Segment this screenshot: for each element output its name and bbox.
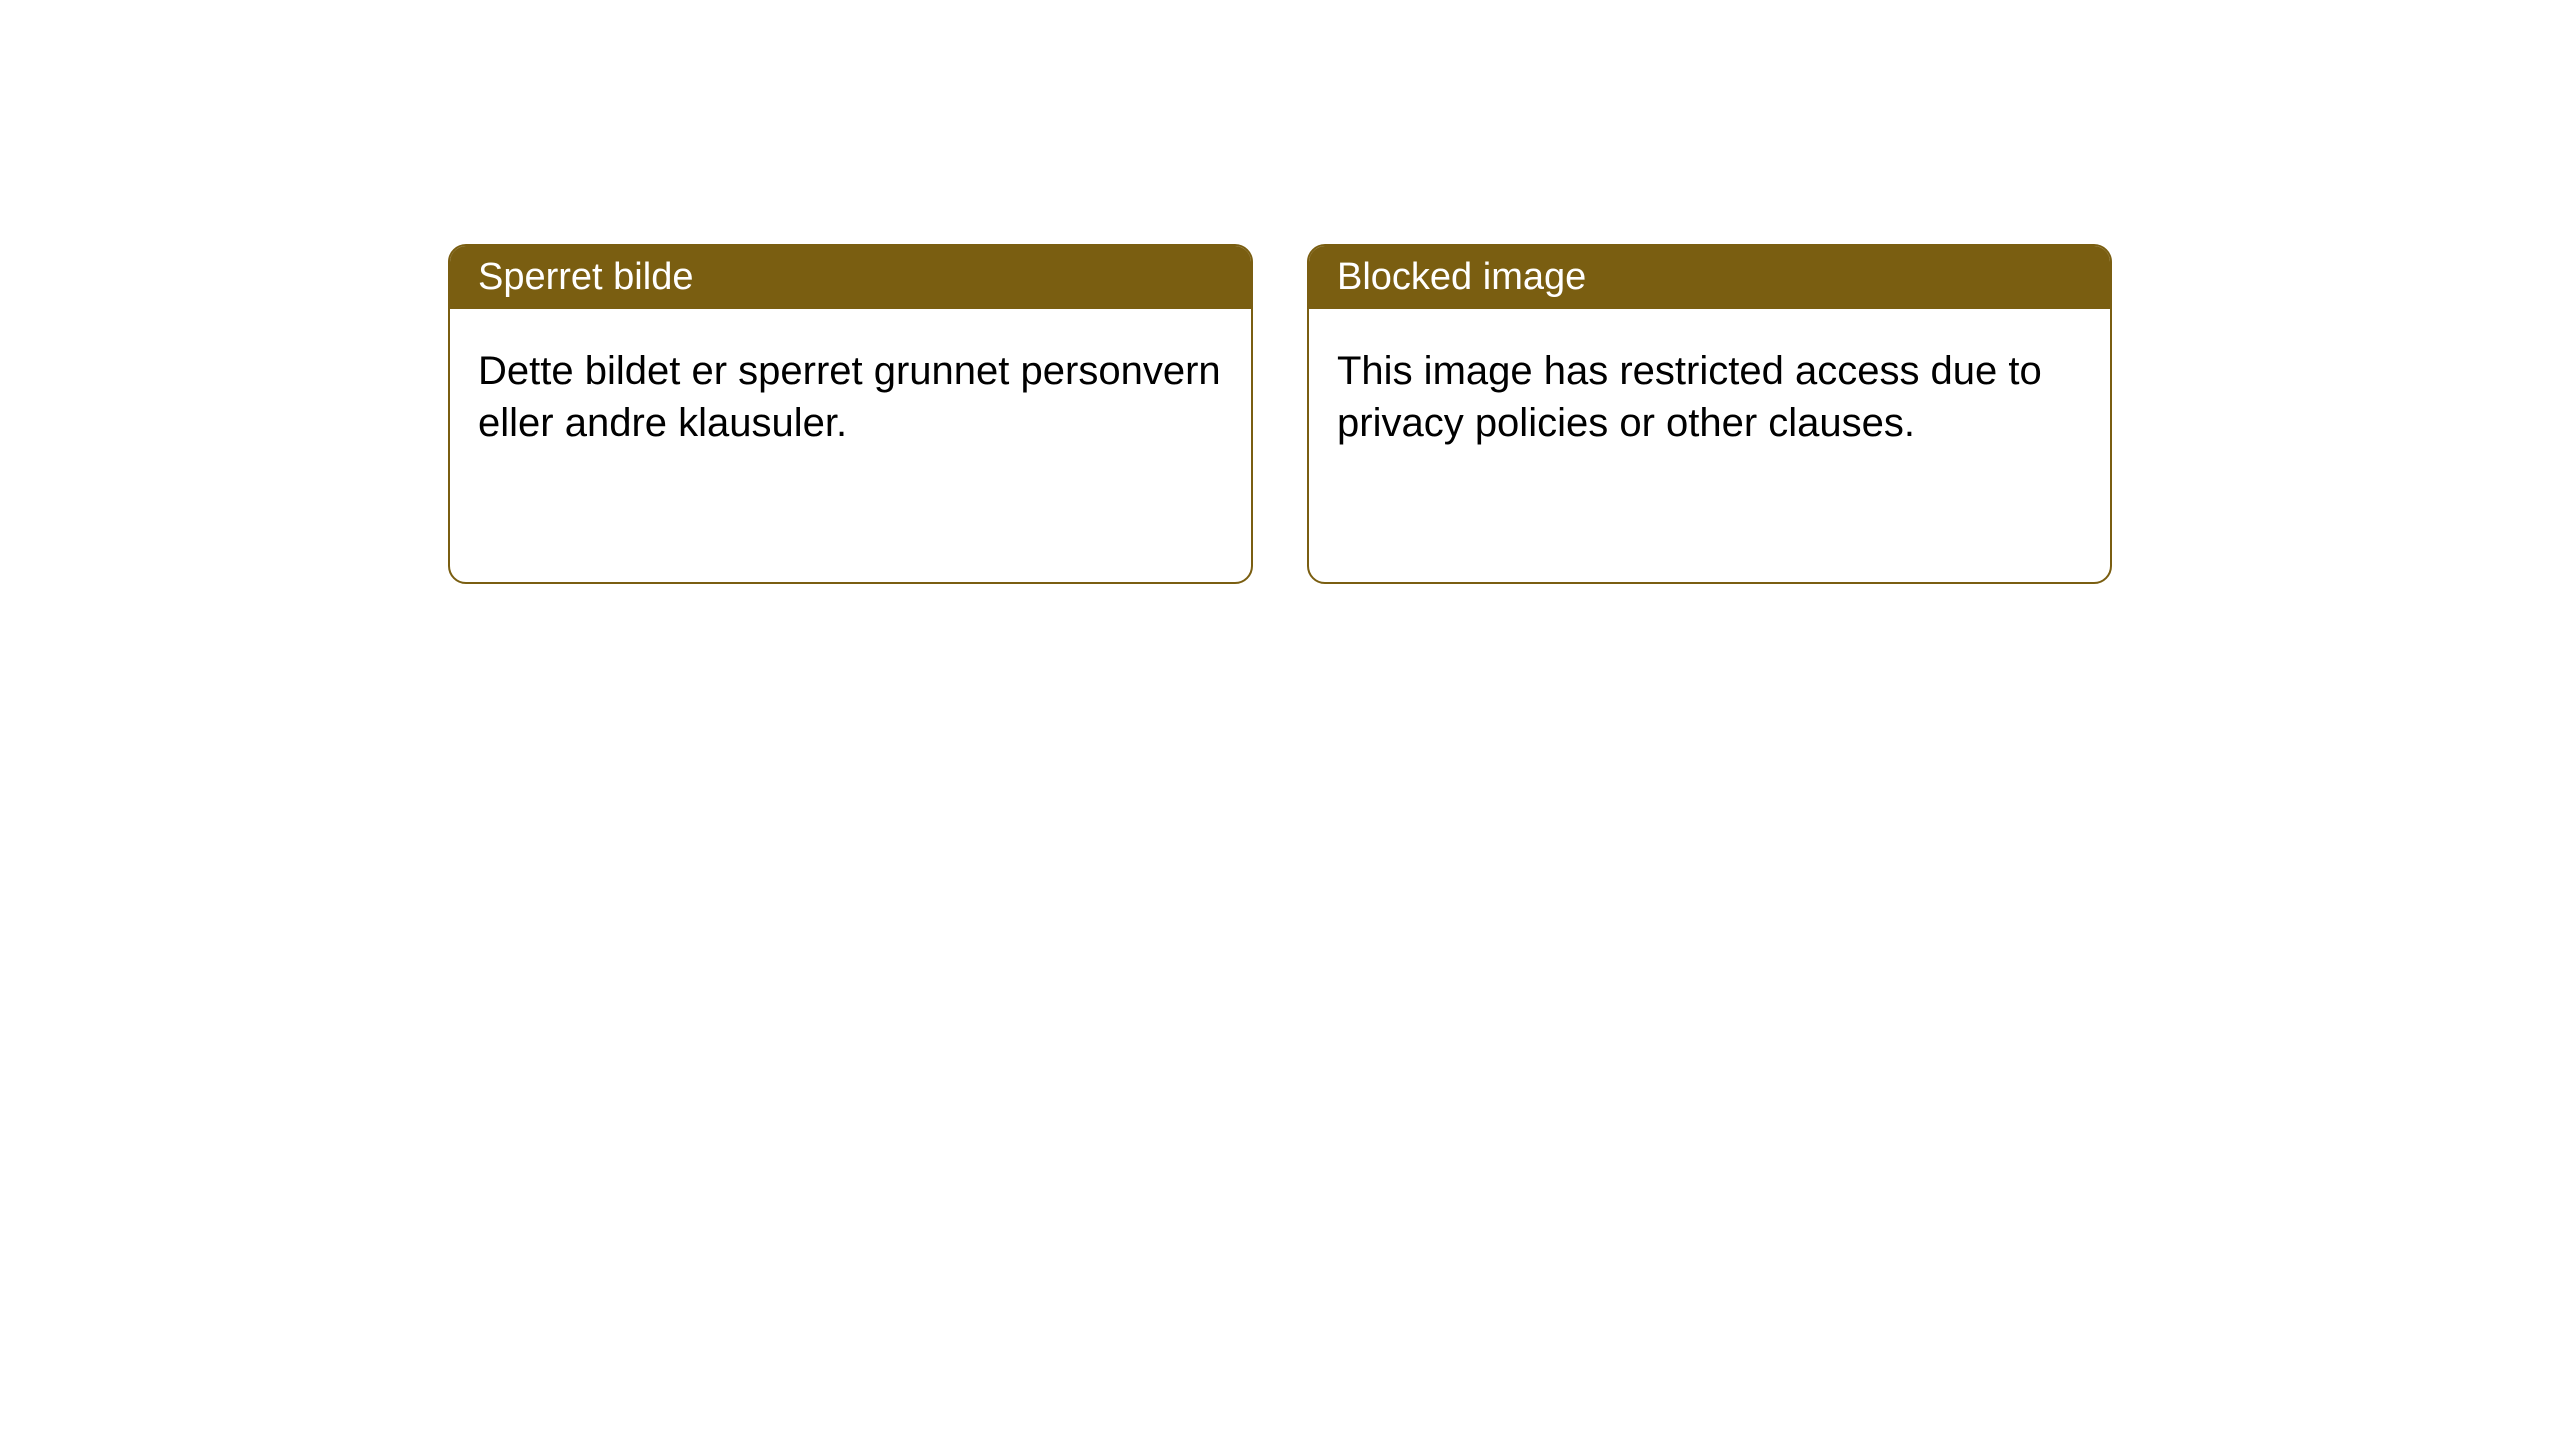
- card-header: Blocked image: [1309, 246, 2110, 309]
- card-body: This image has restricted access due to …: [1309, 309, 2110, 485]
- cards-container: Sperret bilde Dette bildet er sperret gr…: [448, 244, 2112, 584]
- info-card-norwegian: Sperret bilde Dette bildet er sperret gr…: [448, 244, 1253, 584]
- card-title: Blocked image: [1337, 256, 1586, 298]
- card-header: Sperret bilde: [450, 246, 1251, 309]
- card-body-text: Dette bildet er sperret grunnet personve…: [478, 349, 1221, 445]
- info-card-english: Blocked image This image has restricted …: [1307, 244, 2112, 584]
- card-title: Sperret bilde: [478, 256, 693, 298]
- card-body: Dette bildet er sperret grunnet personve…: [450, 309, 1251, 485]
- card-body-text: This image has restricted access due to …: [1337, 349, 2042, 445]
